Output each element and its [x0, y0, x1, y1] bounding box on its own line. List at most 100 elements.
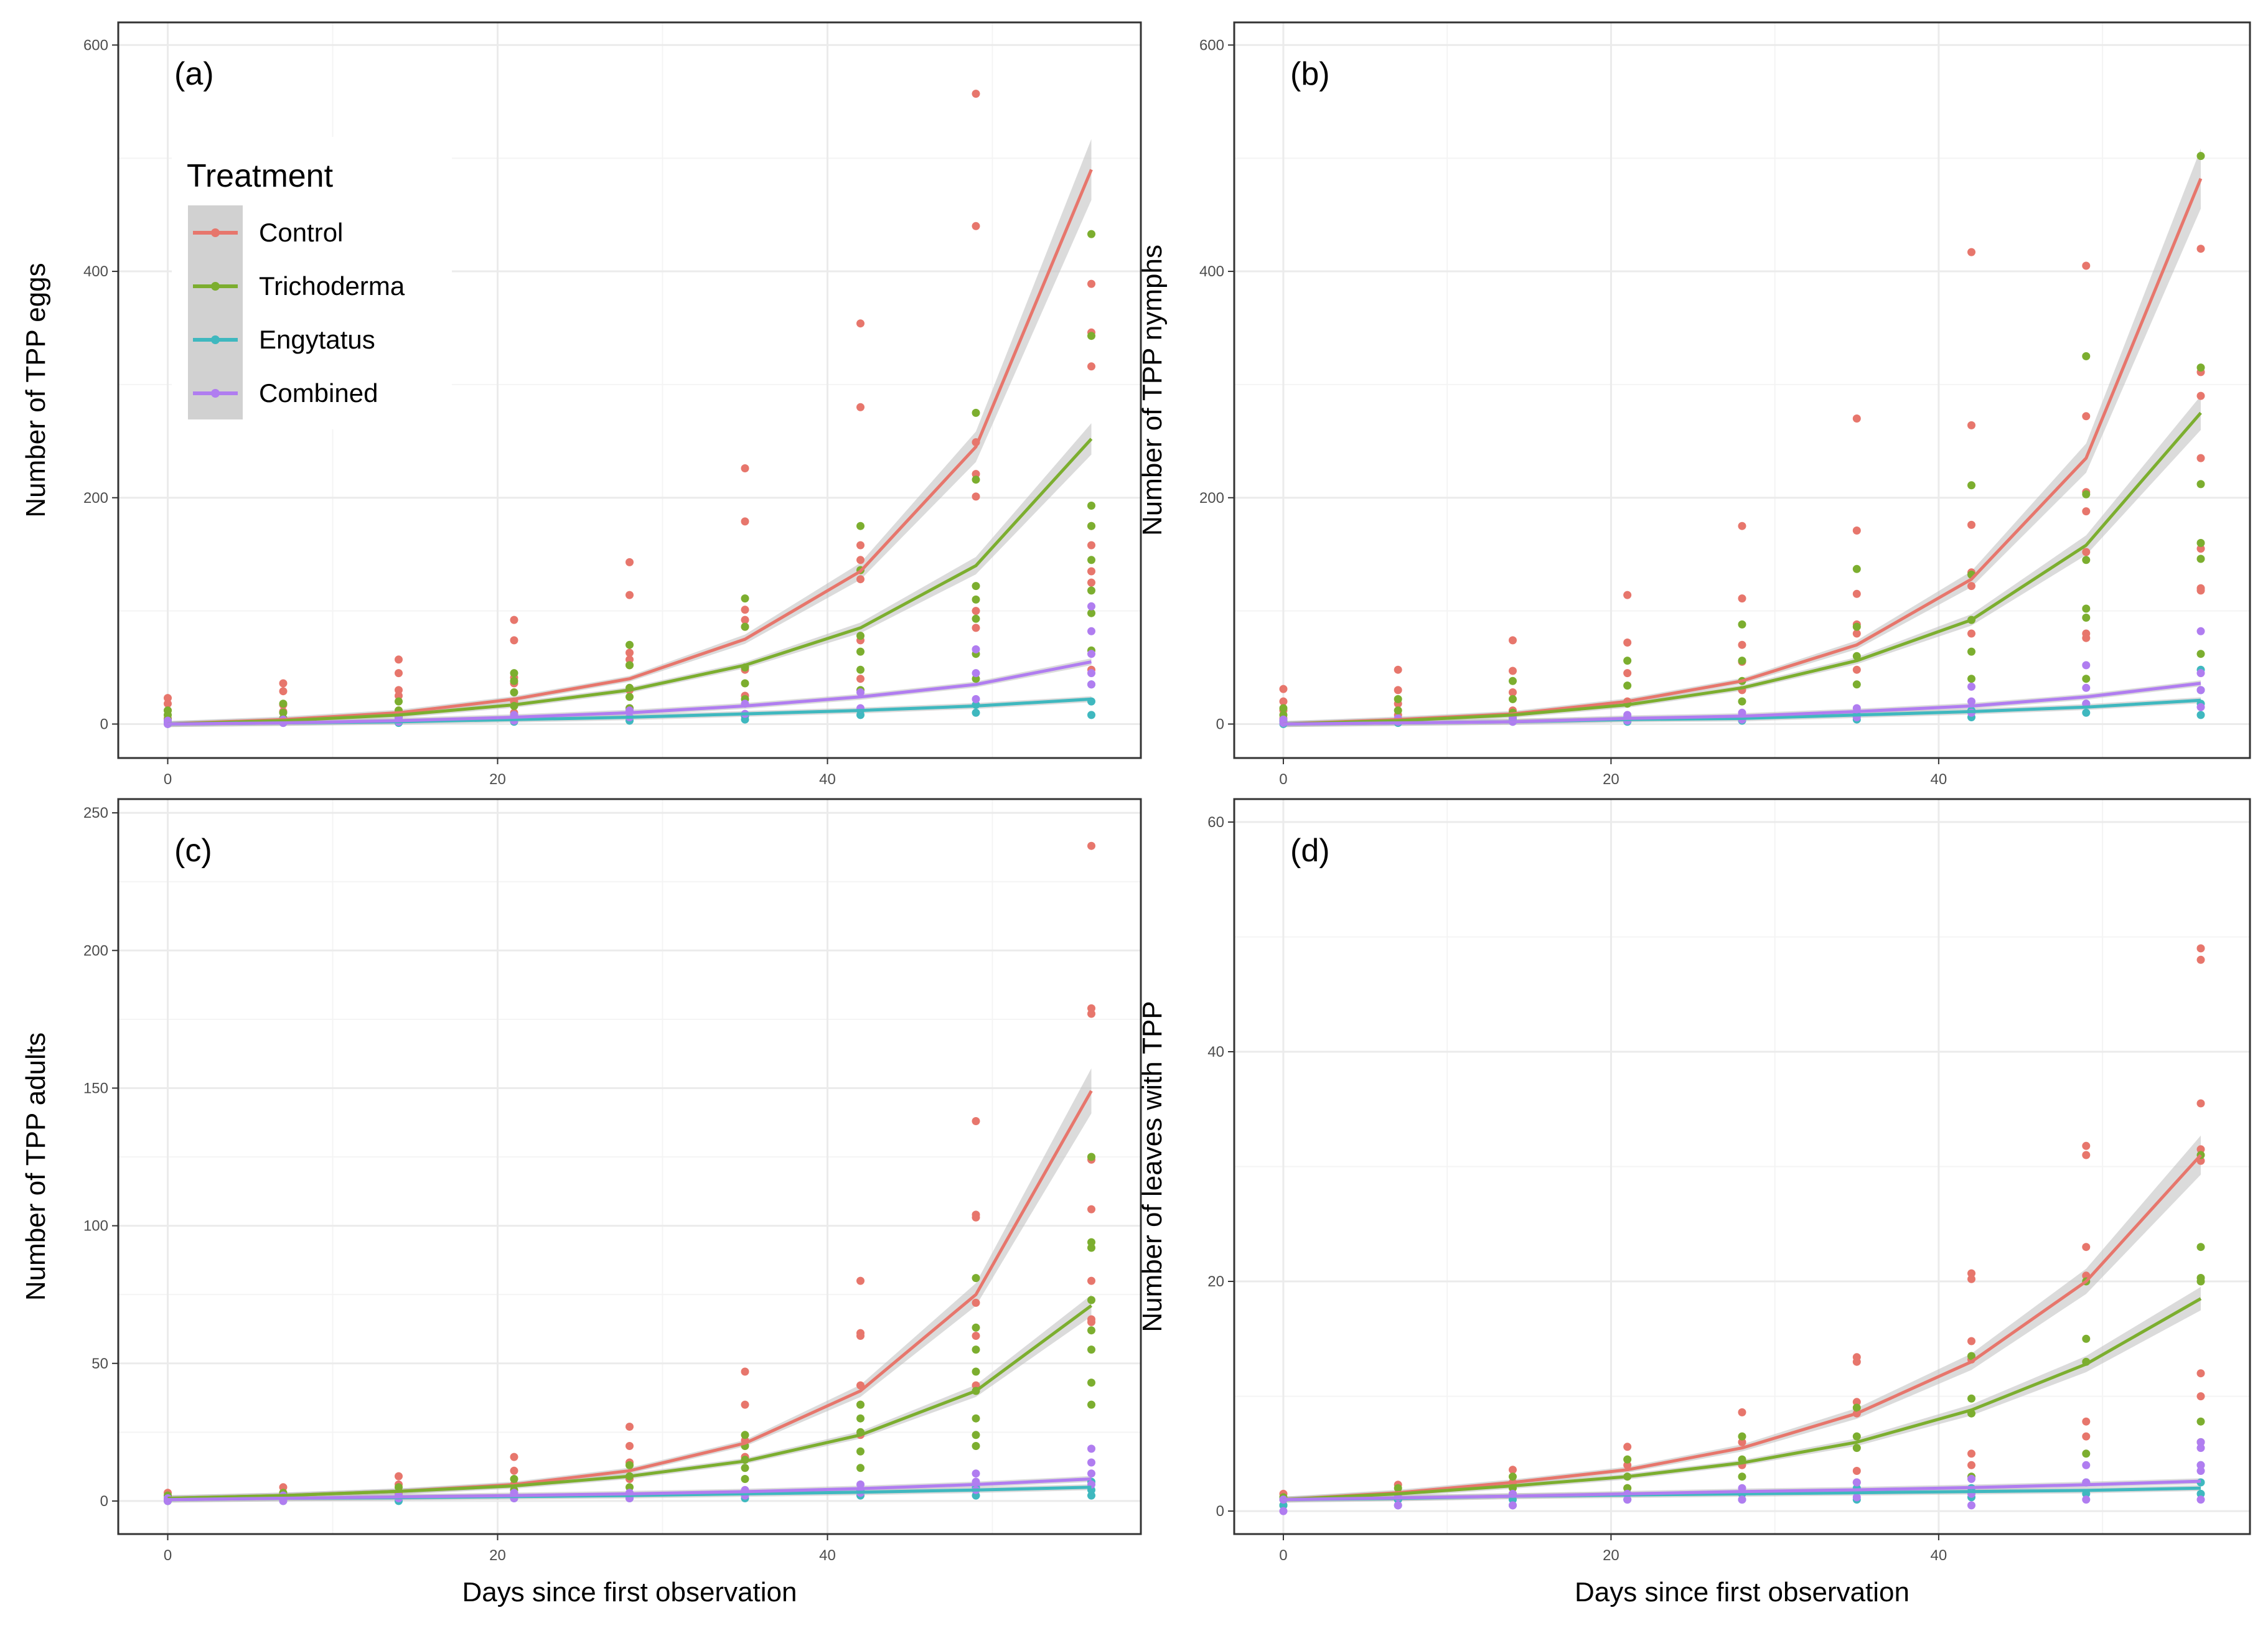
point-trichoderma [1852, 622, 1861, 631]
y-axis-title: Number of leaves with TPP [1137, 1001, 1168, 1332]
plot-area [1234, 22, 2250, 758]
point-trichoderma [1087, 522, 1095, 530]
point-control [2196, 1369, 2205, 1378]
point-combined [856, 688, 865, 696]
point-control [972, 470, 980, 479]
point-control [1852, 1398, 1861, 1406]
point-trichoderma [2082, 490, 2091, 498]
point-trichoderma [856, 647, 865, 656]
x-tick-label: 20 [1603, 1547, 1619, 1564]
point-control [972, 624, 980, 632]
point-trichoderma [510, 688, 518, 696]
point-control [2196, 391, 2205, 400]
point-control [2196, 454, 2205, 462]
point-engytatus [741, 715, 749, 724]
y-tick-label: 200 [1199, 490, 1224, 507]
point-combined [2082, 661, 2091, 670]
point-trichoderma [1087, 1345, 1095, 1354]
point-control [741, 464, 749, 472]
point-engytatus [972, 708, 980, 717]
point-combined [1087, 1469, 1095, 1478]
point-control [1852, 589, 1861, 598]
point-control [2082, 548, 2091, 556]
point-trichoderma [1087, 1378, 1095, 1387]
point-control [972, 222, 980, 230]
point-control [1087, 362, 1095, 371]
fit-line-trichoderma [1283, 411, 2202, 726]
point-control [2196, 245, 2205, 253]
point-combined [1087, 1458, 1095, 1467]
point-trichoderma [1852, 652, 1861, 660]
point-trichoderma [972, 1323, 980, 1332]
ribbon-trichoderma [1283, 1286, 2201, 1503]
point-combined [972, 645, 980, 653]
point-control [510, 1453, 518, 1461]
point-trichoderma [2196, 1243, 2205, 1252]
points [1279, 944, 2205, 1515]
point-trichoderma [1279, 704, 1288, 713]
point-trichoderma [1509, 1472, 1517, 1481]
panel-border [117, 21, 1142, 759]
point-control [164, 700, 172, 708]
point-trichoderma [1967, 1394, 1975, 1403]
legend-key-background [188, 205, 243, 419]
point-control [626, 648, 634, 657]
point-trichoderma [395, 1483, 403, 1492]
point-control [1852, 414, 1861, 423]
plot-area [118, 799, 1141, 1534]
y-tick-label: 100 [83, 1218, 108, 1235]
point-trichoderma [626, 693, 634, 701]
x-tick-label: 0 [164, 771, 172, 788]
point-control [1967, 1337, 1975, 1345]
point-engytatus [856, 711, 865, 719]
axes: 0 20 40 0 20 40 60 [1207, 814, 1947, 1564]
point-control [1087, 841, 1095, 850]
fit-lines [167, 169, 1093, 726]
point-trichoderma [2196, 1417, 2205, 1426]
y-tick-label: 600 [83, 37, 108, 54]
point-trichoderma [972, 675, 980, 683]
point-control [2082, 634, 2091, 642]
point-trichoderma [2082, 1449, 2091, 1458]
point-trichoderma [856, 665, 865, 674]
point-trichoderma [1509, 695, 1517, 703]
point-trichoderma [1852, 564, 1861, 573]
y-tick-label: 200 [83, 942, 108, 959]
x-tick-label: 20 [489, 1547, 506, 1564]
point-control [856, 1332, 865, 1340]
fit-line-combined [167, 1477, 1092, 1502]
point-trichoderma [972, 1274, 980, 1283]
y-tick-label: 0 [1216, 716, 1224, 732]
point-control [856, 575, 865, 584]
point-trichoderma [2082, 614, 2091, 622]
point-control [856, 675, 865, 683]
point-control [1852, 1357, 1861, 1366]
x-tick-label: 40 [1931, 1547, 1947, 1564]
panel-border [117, 798, 1142, 1535]
x-tick-label: 20 [489, 771, 506, 788]
point-control [2082, 1243, 2091, 1252]
fit-line-control [1283, 1154, 2202, 1502]
point-trichoderma [1087, 1153, 1095, 1161]
point-engytatus [1279, 1501, 1288, 1510]
point-trichoderma [1967, 1352, 1975, 1360]
y-tick-label: 50 [91, 1355, 108, 1372]
point-control [626, 1442, 634, 1450]
point-control [1738, 522, 1746, 530]
point-trichoderma [1087, 1238, 1095, 1247]
point-engytatus [972, 1491, 980, 1500]
point-control [1087, 1009, 1095, 1018]
legend-marker-trichoderma [211, 282, 220, 291]
fit-lines [1283, 177, 2203, 726]
point-control [741, 517, 749, 526]
point-control [510, 615, 518, 624]
point-trichoderma [972, 1431, 980, 1439]
point-control [1967, 1275, 1975, 1283]
x-axis-title: Days since first observation [462, 1577, 797, 1607]
point-control [279, 1483, 288, 1492]
point-trichoderma [2196, 554, 2205, 563]
point-combined [1087, 669, 1095, 678]
point-control [1852, 629, 1861, 638]
point-control [1087, 279, 1095, 288]
